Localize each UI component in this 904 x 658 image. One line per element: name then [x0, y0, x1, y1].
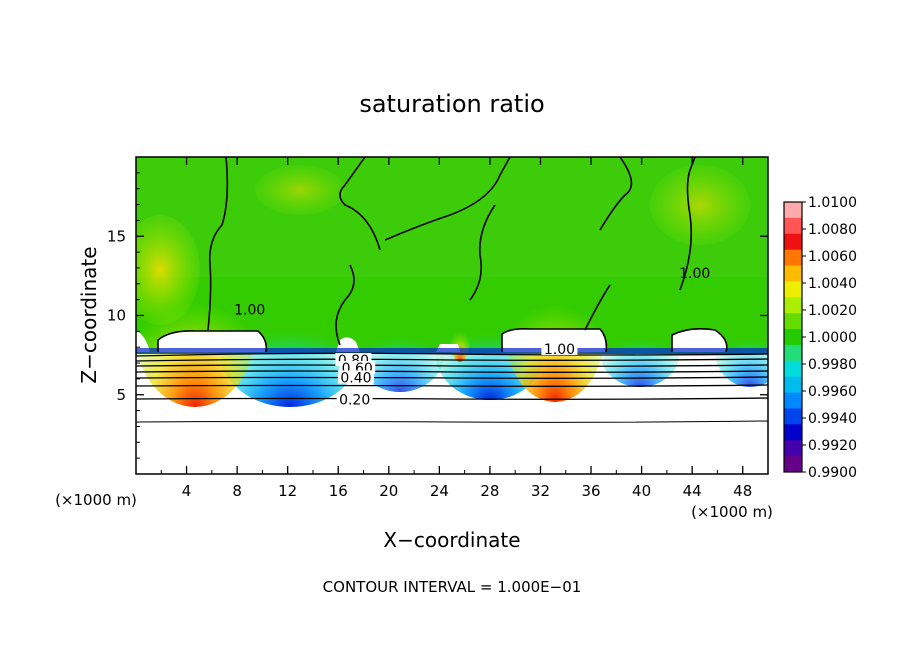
colorbar-segment [784, 424, 802, 441]
field-red-cell-3 [450, 318, 470, 362]
field-base-band [136, 348, 768, 354]
contour-line-7 [335, 264, 355, 346]
y-axis: 5 10 15 [107, 172, 768, 459]
contour-label: 1.00 [544, 342, 575, 358]
contour-label-bg [336, 392, 373, 406]
contour-stable-6 [136, 384, 768, 387]
plot-area [136, 157, 768, 474]
colorbar-segment [784, 456, 802, 473]
contour-cloud-outline-2 [501, 328, 608, 353]
contour-line-3 [384, 157, 511, 241]
colorbar-segment [784, 408, 802, 425]
field-yellow-patch-top [255, 165, 345, 215]
contour-line-2 [339, 157, 381, 251]
y-tick-label: 5 [116, 386, 126, 404]
colorbar-segment [784, 440, 802, 457]
colorbar-segment [784, 392, 802, 409]
x-tick-label: 16 [329, 482, 348, 500]
colorbar-segment [784, 360, 802, 378]
x-tick-label: 12 [278, 482, 297, 500]
colorbar-segment [784, 329, 802, 346]
x-tick-label: 48 [733, 482, 752, 500]
contour-stable-1 [136, 352, 768, 357]
colorbar-label: 0.9920 [808, 438, 857, 454]
contour-line-8 [584, 284, 611, 331]
contour-label: 1.00 [234, 302, 265, 318]
colorbar-label: 1.0040 [808, 276, 857, 292]
y-tick-label: 15 [107, 227, 126, 245]
colorbar-segment [784, 249, 802, 267]
colorbar-segment [784, 297, 802, 314]
colorbar-segment [784, 313, 802, 330]
cloud-blob-2 [502, 328, 607, 352]
colorbar-label: 1.0100 [808, 195, 857, 211]
x-tick-label: 36 [581, 482, 600, 500]
y-axis-label: Z−coordinate [77, 246, 101, 383]
contour-cloud-outline-1 [157, 330, 268, 353]
x-tick-label: 44 [683, 482, 702, 500]
colorbar-segment [784, 217, 802, 235]
colorbar-label: 1.0020 [808, 303, 857, 319]
contour-line-1 [207, 157, 229, 331]
y-tick-label: 10 [107, 307, 126, 325]
contour-labels: 1.001.001.000.800.600.400.20 [234, 266, 710, 409]
colorbar-label: 1.0080 [808, 222, 857, 238]
x-tick-label: 20 [379, 482, 398, 500]
colorbar-label: 1.0060 [808, 249, 857, 265]
x-unit-label: (×1000 m) [691, 503, 773, 521]
colorbar: 1.0100 1.0080 1.0060 1.0040 1.0020 1.0000 0.99… [783, 195, 857, 481]
colorbar-segment [784, 376, 802, 394]
contour-stable-4 [136, 370, 768, 373]
x-tick-label: 24 [430, 482, 449, 500]
colorbar-label: 0.9900 [808, 465, 857, 481]
contour-line-4 [469, 204, 496, 301]
cloud-blob-6 [136, 330, 150, 352]
colorbar-segment [784, 233, 802, 251]
chart-title: saturation ratio [359, 90, 544, 118]
colorbar-label: 0.9980 [808, 357, 857, 373]
field-yellow-patch-right [650, 165, 750, 245]
contour-cloud-outline-3 [671, 328, 728, 353]
contour-stable-5 [136, 376, 768, 379]
contour-stable-2 [136, 358, 768, 362]
contour-stable-3 [136, 364, 768, 367]
cloud-blob-3 [672, 328, 727, 352]
contour-label-bg [541, 341, 578, 355]
contour-stable-8 [136, 420, 768, 423]
colorbar-label: 0.9960 [808, 384, 857, 400]
x-tick-label: 4 [182, 482, 192, 500]
contour-line-5 [599, 157, 633, 231]
x-tick-label: 40 [632, 482, 651, 500]
cloud-blob-1 [158, 330, 267, 352]
z-unit-label: (×1000 m) [55, 491, 137, 509]
x-axis: 4 8 12 16 20 24 28 32 36 40 44 48 [160, 157, 752, 500]
colorbar-segment [784, 344, 802, 362]
contour-line-6 [679, 157, 696, 291]
x-tick-label: 8 [232, 482, 242, 500]
contour-stable-7 [136, 397, 768, 400]
contour-label: 0.40 [340, 370, 371, 386]
contour-label: 0.20 [339, 393, 370, 409]
x-tick-label: 28 [480, 482, 499, 500]
colorbar-label: 0.9940 [808, 411, 857, 427]
x-axis-label: X−coordinate [383, 528, 520, 552]
contour-label-bg [337, 370, 374, 384]
contour-label: 1.00 [679, 266, 710, 282]
colorbar-label: 1.0000 [808, 330, 857, 346]
x-tick-label: 32 [531, 482, 550, 500]
colorbar-segment [784, 265, 802, 282]
contour-interval-label: CONTOUR INTERVAL = 1.000E−01 [323, 578, 582, 596]
colorbar-segment [784, 202, 802, 219]
colorbar-segment [784, 281, 802, 298]
